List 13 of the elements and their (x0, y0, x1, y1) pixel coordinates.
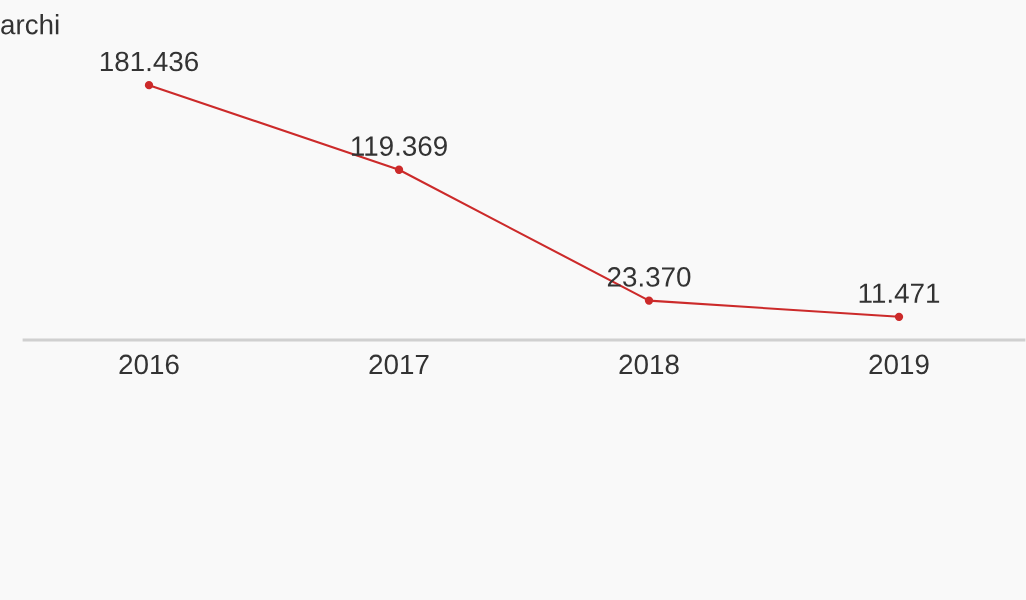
x-tick-label: 2018 (619, 354, 679, 375)
data-label: 119.369 (351, 136, 447, 156)
point (644, 296, 654, 305)
x-tick-label: 2017 (369, 354, 429, 375)
data-label: 11.471 (859, 283, 940, 303)
point (894, 312, 904, 321)
data-label: 181.436 (100, 51, 198, 72)
x-tick-label: 2019 (869, 354, 929, 375)
data-label: 23.370 (607, 267, 691, 287)
x-tick-label: 2016 (119, 354, 179, 375)
point (144, 81, 154, 90)
point (394, 165, 404, 174)
chart-title: archi (1, 14, 59, 35)
